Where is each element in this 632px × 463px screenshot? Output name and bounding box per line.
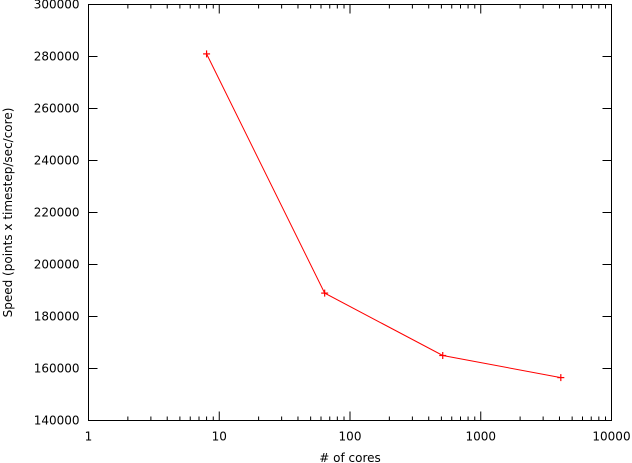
data-point-marker	[557, 374, 565, 382]
y-tick-label: 160000	[34, 362, 80, 376]
x-tick-label: 100	[339, 430, 362, 444]
y-axis-label: Speed (points x timestep/sec/core)	[1, 108, 15, 318]
y-tick-label: 280000	[34, 50, 80, 64]
y-tick-label: 260000	[34, 102, 80, 116]
data-point-marker	[439, 352, 447, 359]
y-tick-label: 200000	[34, 258, 80, 272]
x-tick-label: 10	[212, 430, 227, 444]
y-tick-label: 240000	[34, 154, 80, 168]
y-tick-label: 180000	[34, 310, 80, 324]
x-tick-label: 1	[85, 430, 93, 444]
x-tick-label: 1000	[465, 430, 496, 444]
x-axis-label: # of cores	[319, 451, 381, 463]
y-tick-label: 220000	[34, 206, 80, 220]
tick-marks	[88, 4, 612, 421]
tick-labels: 140000 160000 180000 200000 220000 240000 2600…	[34, 0, 631, 444]
series-line	[206, 53, 561, 379]
series-layer	[203, 50, 565, 382]
data-point-marker	[203, 50, 211, 58]
x-tick-label: 10000	[592, 430, 630, 444]
plot-area-frame	[88, 4, 612, 421]
data-point-marker	[321, 289, 329, 297]
y-tick-label: 300000	[34, 0, 80, 12]
y-tick-label: 140000	[34, 414, 80, 428]
